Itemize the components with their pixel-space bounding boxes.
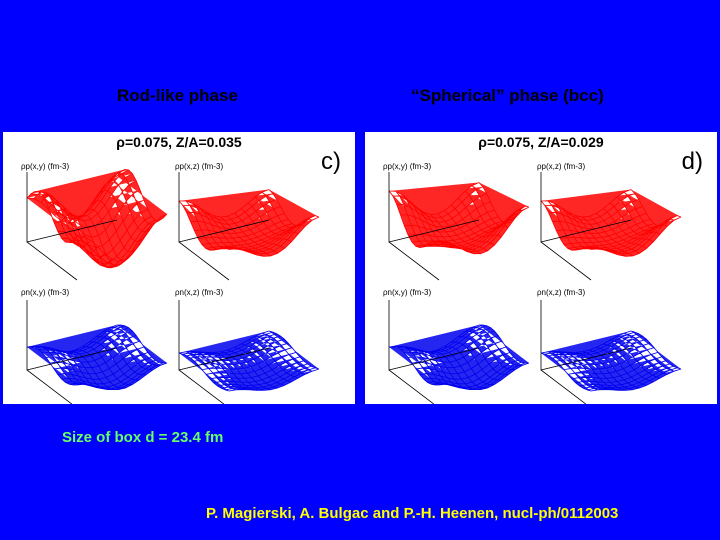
surface-plots [388,172,682,404]
panel-label: c) [321,148,341,175]
citation: P. Magierski, A. Bulgac and P.-H. Heenen… [206,505,619,522]
figure-panel-c: ρ=0.075, Z/A=0.035 c) ρp(x,y) (fm-3) ρp(… [3,132,355,404]
plot-label-rho-p-xy: ρp(x,y) (fm-3) [383,162,432,171]
panel-title: ρ=0.075, Z/A=0.035 [116,134,242,150]
surface-plot [388,172,530,281]
surface-plot [178,172,320,281]
plot-label-rho-n-xy: ρn(x,y) (fm-3) [383,288,432,297]
surface-plot [26,300,168,404]
plot-label-rho-n-xz: ρn(x,z) (fm-3) [537,288,586,297]
box-size-note: Size of box d = 23.4 fm [62,429,224,446]
plot-label-rho-p-xz: ρp(x,z) (fm-3) [175,162,224,171]
plot-label-rho-n-xz: ρn(x,z) (fm-3) [175,288,224,297]
surface-plot [26,169,168,281]
heading-rod-like: Rod-like phase [117,86,238,105]
plot-label-rho-p-xz: ρp(x,z) (fm-3) [537,162,586,171]
surface-plot [388,300,530,404]
heading-spherical: “Spherical” phase (bcc) [411,86,604,105]
panel-title: ρ=0.075, Z/A=0.029 [478,134,604,150]
surface-plot [178,300,320,404]
surface-plots [26,169,320,404]
figure-panel-d: ρ=0.075, Z/A=0.029 d) ρp(x,y) (fm-3) ρp(… [365,132,717,404]
panel-label: d) [681,148,703,175]
plot-label-rho-n-xy: ρn(x,y) (fm-3) [21,288,70,297]
surface-plot [540,172,682,281]
surface-plot [540,300,682,404]
plot-label-rho-p-xy: ρp(x,y) (fm-3) [21,162,70,171]
